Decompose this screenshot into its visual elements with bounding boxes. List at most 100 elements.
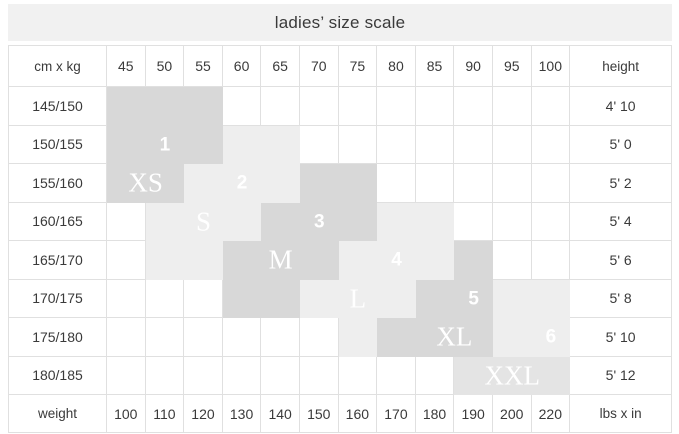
height-value-3: 5' 4 (570, 202, 673, 241)
row-label-145-150: 145/150 (9, 87, 107, 126)
footer-lbs-120: 120 (184, 395, 223, 433)
footer-lbs-100: 100 (107, 395, 146, 433)
cell-180-185-100kg (531, 356, 571, 395)
header-kg-85: 85 (415, 46, 455, 87)
cell-160-165-75kg (338, 202, 378, 241)
cell-150-155-85kg (415, 125, 455, 164)
cell-160-165-45kg (107, 202, 146, 241)
row-label-155-160: 155/160 (9, 164, 107, 203)
height-value-7: 5' 12 (570, 356, 673, 395)
cell-160-165-50kg (145, 202, 185, 241)
cell-165-170-80kg (377, 241, 416, 280)
size-chart-page: ladies’ size scale cm x kg 45 50 55 60 65 70 75… (8, 4, 673, 433)
footer-lbs-140: 140 (261, 395, 300, 433)
cell-175-180-100kg (531, 318, 571, 357)
cell-160-165-70kg (299, 202, 339, 241)
cell-180-185-90kg (454, 356, 493, 395)
cell-170-175-55kg (184, 279, 223, 318)
size-table: cm x kg 45 50 55 60 65 70 75 80 85 90 95 100 height 14… (8, 45, 673, 433)
cell-170-175-45kg (107, 279, 146, 318)
cell-180-185-45kg (107, 356, 146, 395)
cell-175-180-50kg (145, 318, 185, 357)
footer-lbs-160: 160 (338, 395, 378, 433)
cell-150-155-90kg (454, 125, 493, 164)
cell-175-180-70kg (299, 318, 339, 357)
corner-height: height (570, 46, 673, 87)
cell-150-155-80kg (377, 125, 416, 164)
cell-150-155-55kg (184, 125, 223, 164)
cell-175-180-45kg (107, 318, 146, 357)
cell-170-175-65kg (261, 279, 300, 318)
height-value-1: 5' 0 (570, 125, 673, 164)
cell-155-160-95kg (492, 164, 532, 203)
corner-weight: weight (9, 395, 107, 433)
footer-lbs-110: 110 (145, 395, 185, 433)
cell-175-180-90kg (454, 318, 493, 357)
cell-175-180-65kg (261, 318, 300, 357)
row-label-170-175: 170/175 (9, 279, 107, 318)
header-kg-45: 45 (107, 46, 146, 87)
cell-155-160-55kg (184, 164, 223, 203)
cell-175-180-55kg (184, 318, 223, 357)
cell-150-155-70kg (299, 125, 339, 164)
header-kg-70: 70 (299, 46, 339, 87)
cell-180-185-95kg (492, 356, 532, 395)
cell-170-175-90kg (454, 279, 493, 318)
cell-165-170-75kg (338, 241, 378, 280)
corner-cm-x-kg: cm x kg (9, 46, 107, 87)
cell-170-175-85kg (415, 279, 455, 318)
cell-165-170-70kg (299, 241, 339, 280)
height-value-2: 5' 2 (570, 164, 673, 203)
cell-155-160-50kg (145, 164, 185, 203)
cell-165-170-50kg (145, 241, 185, 280)
cell-170-175-100kg (531, 279, 571, 318)
header-kg-50: 50 (145, 46, 185, 87)
cell-175-180-75kg (338, 318, 378, 357)
cell-160-165-100kg (531, 202, 571, 241)
row-label-160-165: 160/165 (9, 202, 107, 241)
cell-155-160-75kg (338, 164, 378, 203)
cell-175-180-80kg (377, 318, 416, 357)
cell-150-155-100kg (531, 125, 571, 164)
cell-150-155-95kg (492, 125, 532, 164)
height-value-5: 5' 8 (570, 279, 673, 318)
cell-145-150-50kg (145, 87, 185, 126)
header-kg-95: 95 (492, 46, 532, 87)
header-kg-100: 100 (531, 46, 571, 87)
cell-155-160-85kg (415, 164, 455, 203)
corner-lbs-x-in: lbs x in (570, 395, 673, 433)
cell-165-170-85kg (415, 241, 455, 280)
cell-155-160-45kg (107, 164, 146, 203)
cell-160-165-80kg (377, 202, 416, 241)
cell-145-150-100kg (531, 87, 571, 126)
cell-160-165-60kg (222, 202, 262, 241)
cell-175-180-95kg (492, 318, 532, 357)
footer-lbs-180: 180 (415, 395, 455, 433)
cell-155-160-90kg (454, 164, 493, 203)
cell-145-150-70kg (299, 87, 339, 126)
cell-155-160-100kg (531, 164, 571, 203)
cell-165-170-65kg (261, 241, 300, 280)
chart-title-bar: ladies’ size scale (8, 4, 672, 41)
footer-lbs-200: 200 (492, 395, 532, 433)
cell-175-180-85kg (415, 318, 455, 357)
height-value-0: 4' 10 (570, 87, 673, 126)
cell-160-165-65kg (261, 202, 300, 241)
page-title: ladies’ size scale (274, 12, 406, 32)
cell-180-185-70kg (299, 356, 339, 395)
cell-165-170-60kg (222, 241, 262, 280)
cell-175-180-60kg (222, 318, 262, 357)
cell-170-175-70kg (299, 279, 339, 318)
cell-150-155-50kg (145, 125, 185, 164)
cell-145-150-95kg (492, 87, 532, 126)
row-label-175-180: 175/180 (9, 318, 107, 357)
cell-165-170-55kg (184, 241, 223, 280)
cell-180-185-60kg (222, 356, 262, 395)
footer-lbs-130: 130 (222, 395, 262, 433)
header-kg-80: 80 (377, 46, 416, 87)
row-label-150-155: 150/155 (9, 125, 107, 164)
cell-155-160-60kg (222, 164, 262, 203)
footer-lbs-150: 150 (299, 395, 339, 433)
cell-145-150-90kg (454, 87, 493, 126)
header-kg-90: 90 (454, 46, 493, 87)
